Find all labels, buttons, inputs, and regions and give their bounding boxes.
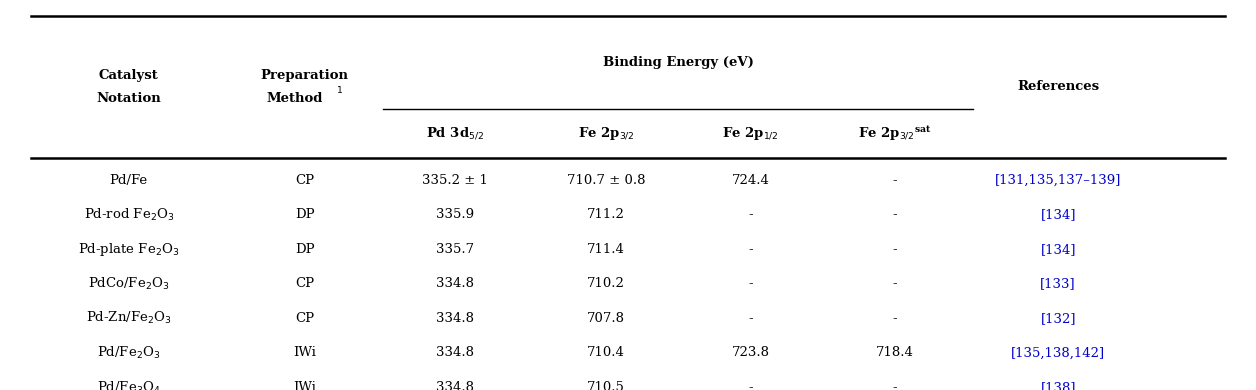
Text: Binding Energy (eV): Binding Energy (eV) [603,56,754,69]
Text: 711.4: 711.4 [587,243,625,256]
Text: [132]: [132] [1040,312,1076,325]
Text: $^1$: $^1$ [337,86,343,99]
Text: 334.8: 334.8 [436,381,475,390]
Text: 723.8: 723.8 [731,346,770,360]
Text: CP: CP [295,312,314,325]
Text: CP: CP [295,277,314,291]
Text: References: References [1017,80,1099,93]
Text: Pd/Fe: Pd/Fe [109,174,148,187]
Text: 710.7 ± 0.8: 710.7 ± 0.8 [566,174,646,187]
Text: -: - [749,208,752,222]
Text: PdCo/Fe$_2$O$_3$: PdCo/Fe$_2$O$_3$ [88,276,170,292]
Text: -: - [893,277,897,291]
Text: Method: Method [266,92,323,105]
Text: 710.2: 710.2 [587,277,625,291]
Text: Pd/Fe$_3$O$_4$: Pd/Fe$_3$O$_4$ [97,379,161,390]
Text: 334.8: 334.8 [436,346,475,360]
Text: Pd-rod Fe$_2$O$_3$: Pd-rod Fe$_2$O$_3$ [84,207,173,223]
Text: 718.4: 718.4 [875,346,914,360]
Text: -: - [749,381,752,390]
Text: Fe 2p$_{3/2}$$^{\mathregular{sat}}$: Fe 2p$_{3/2}$$^{\mathregular{sat}}$ [858,124,932,143]
Text: Preparation: Preparation [260,69,349,82]
Text: 334.8: 334.8 [436,312,475,325]
Text: -: - [749,243,752,256]
Text: Pd 3d$_{5/2}$: Pd 3d$_{5/2}$ [426,126,485,142]
Text: [133]: [133] [1040,277,1076,291]
Text: [134]: [134] [1040,243,1076,256]
Text: -: - [893,243,897,256]
Text: Pd-Zn/Fe$_2$O$_3$: Pd-Zn/Fe$_2$O$_3$ [85,310,172,326]
Text: 335.7: 335.7 [436,243,475,256]
Text: Fe 2p$_{1/2}$: Fe 2p$_{1/2}$ [722,125,779,142]
Text: 711.2: 711.2 [587,208,625,222]
Text: 335.2 ± 1: 335.2 ± 1 [422,174,489,187]
Text: Notation: Notation [97,92,161,105]
Text: 335.9: 335.9 [436,208,475,222]
Text: DP: DP [295,208,314,222]
Text: -: - [893,174,897,187]
Text: Pd/Fe$_2$O$_3$: Pd/Fe$_2$O$_3$ [97,345,161,361]
Text: [131,135,137–139]: [131,135,137–139] [995,174,1122,187]
Text: [135,138,142]: [135,138,142] [1011,346,1105,360]
Text: 710.5: 710.5 [587,381,625,390]
Text: 710.4: 710.4 [587,346,625,360]
Text: -: - [893,208,897,222]
Text: Catalyst: Catalyst [99,69,158,82]
Text: Fe 2p$_{3/2}$: Fe 2p$_{3/2}$ [578,125,634,142]
Text: -: - [893,312,897,325]
Text: CP: CP [295,174,314,187]
Text: 724.4: 724.4 [731,174,770,187]
Text: Pd-plate Fe$_2$O$_3$: Pd-plate Fe$_2$O$_3$ [78,241,180,258]
Text: 334.8: 334.8 [436,277,475,291]
Text: -: - [749,277,752,291]
Text: 707.8: 707.8 [587,312,625,325]
Text: -: - [893,381,897,390]
Text: -: - [749,312,752,325]
Text: DP: DP [295,243,314,256]
Text: [138]: [138] [1040,381,1076,390]
Text: IWi: IWi [293,346,317,360]
Text: [134]: [134] [1040,208,1076,222]
Text: IWi: IWi [293,381,317,390]
